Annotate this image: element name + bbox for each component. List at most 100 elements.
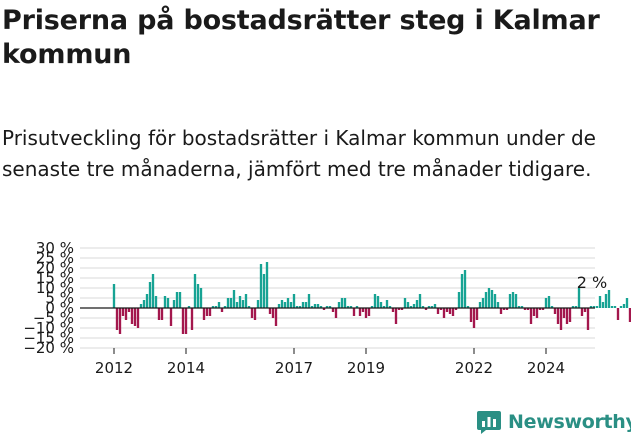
bar (514, 294, 518, 308)
bar (220, 308, 224, 312)
bar (460, 274, 464, 308)
bar (466, 306, 470, 308)
bar (298, 306, 302, 308)
bar (229, 298, 233, 308)
bar (355, 306, 359, 308)
bar (274, 308, 278, 326)
bar (172, 300, 176, 308)
bar (481, 298, 485, 308)
bar (325, 306, 329, 308)
x-axis-ticks: 2012 2014 2017 2019 2022 2024 (95, 348, 565, 377)
bar (121, 308, 125, 316)
bar (304, 302, 308, 308)
bar (385, 300, 389, 308)
bar (118, 308, 122, 334)
bar (379, 302, 383, 308)
bar (535, 308, 539, 318)
bar (247, 306, 251, 308)
bar (436, 308, 440, 314)
bar (199, 288, 203, 308)
bar (472, 308, 476, 328)
bar (175, 292, 179, 308)
bar (268, 308, 272, 314)
bar (130, 308, 134, 324)
bar (256, 300, 260, 308)
bar (445, 308, 449, 312)
bar (280, 300, 284, 308)
bar (574, 306, 578, 308)
bar (262, 274, 266, 308)
chart-subtitle: Prisutveckling för bostadsrätter i Kalma… (2, 126, 596, 181)
bar (208, 308, 212, 316)
bar (319, 306, 323, 308)
bar (259, 264, 263, 308)
bar (133, 308, 137, 326)
bar (571, 306, 575, 308)
y-tick-label: 25 % (36, 249, 74, 267)
bar (412, 304, 416, 308)
bar (217, 302, 221, 308)
bar (430, 306, 434, 308)
bar (361, 308, 365, 312)
bar (241, 300, 245, 308)
bar (244, 294, 248, 308)
bar (169, 308, 173, 326)
bar (550, 306, 554, 308)
bar (202, 308, 206, 320)
bar (619, 306, 623, 308)
bar (592, 306, 596, 308)
bar (499, 308, 503, 314)
bar (595, 306, 599, 308)
bar (184, 308, 188, 334)
bar (211, 306, 215, 308)
bar (538, 308, 542, 310)
bar (427, 306, 431, 308)
bar (553, 308, 557, 314)
x-tick-label: 2024 (527, 359, 565, 377)
y-tick-label: 20 % (36, 259, 74, 277)
latest-value-label: 2 % (577, 273, 607, 292)
bar (376, 296, 380, 308)
bar (190, 308, 194, 330)
bar (580, 308, 584, 316)
bar (559, 308, 563, 330)
y-tick-label: −10 % (23, 319, 74, 337)
bar (292, 294, 296, 308)
bar (253, 308, 257, 320)
bar (136, 308, 140, 328)
bar (622, 304, 626, 308)
bar (127, 308, 131, 312)
bar (112, 284, 116, 308)
bar (289, 302, 293, 308)
bar (568, 308, 572, 322)
x-tick-label: 2017 (275, 359, 313, 377)
bar (343, 298, 347, 308)
bar (523, 308, 527, 310)
bar (115, 308, 119, 330)
bar (418, 294, 422, 308)
bar (358, 308, 362, 316)
bar (565, 308, 569, 324)
bar (277, 304, 281, 308)
bar (457, 292, 461, 308)
bar (520, 306, 524, 308)
bar (166, 298, 170, 308)
bar (625, 298, 629, 308)
bar (610, 306, 614, 308)
brand-name: Newsworthy (508, 411, 631, 433)
bar (505, 308, 509, 310)
bar (484, 292, 488, 308)
y-tick-label: 5 % (45, 289, 74, 307)
annotation-layer: 2 % (577, 273, 607, 292)
bar (307, 294, 311, 308)
bar (160, 308, 164, 320)
bar (232, 290, 236, 308)
bar (607, 290, 611, 308)
bar (496, 302, 500, 308)
bar (529, 308, 533, 324)
bar (163, 296, 167, 308)
bar (556, 308, 560, 324)
bar (388, 306, 392, 308)
bar (337, 302, 341, 308)
bar (340, 298, 344, 308)
